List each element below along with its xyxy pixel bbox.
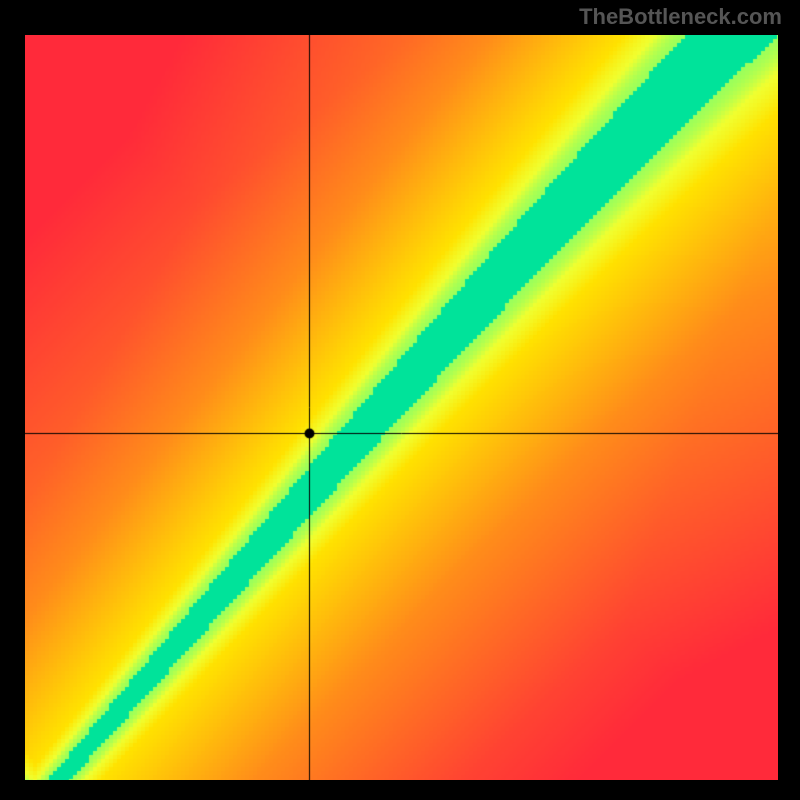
chart-container: TheBottleneck.com [0,0,800,800]
bottleneck-heatmap [25,35,778,780]
watermark-text: TheBottleneck.com [579,4,782,30]
